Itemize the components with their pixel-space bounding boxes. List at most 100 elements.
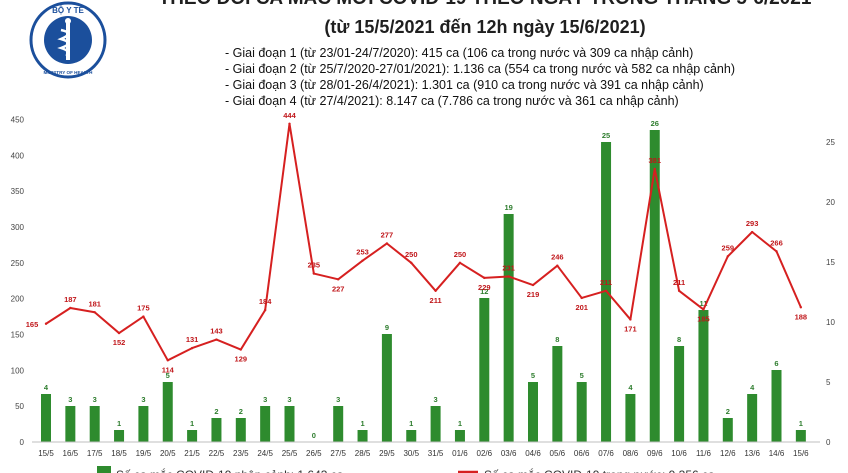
line-point <box>629 318 632 321</box>
line-value-label: 444 <box>283 111 296 120</box>
bar <box>503 214 514 442</box>
line-value-label: 181 <box>88 299 101 308</box>
right-axis-tick-label: 10 <box>826 318 835 327</box>
line-point <box>410 261 413 265</box>
bar <box>260 406 271 442</box>
line-value-label: 184 <box>259 297 272 306</box>
bar <box>576 382 587 442</box>
line-value-label: 231 <box>502 263 515 272</box>
bar-value-label: 1 <box>458 419 462 428</box>
x-tick-label: 16/5 <box>63 449 79 458</box>
x-tick-label: 11/6 <box>696 449 712 458</box>
bar <box>649 130 660 442</box>
bar <box>187 430 198 442</box>
x-tick-label: 15/6 <box>793 449 809 458</box>
bar-value-label: 25 <box>602 131 610 140</box>
line-value-label: 277 <box>381 230 394 239</box>
bar <box>357 430 368 442</box>
bar <box>211 418 222 442</box>
right-axis-tick-label: 0 <box>826 438 831 447</box>
bar-series-imported <box>41 130 806 442</box>
line-point <box>775 250 778 253</box>
line-point <box>458 261 462 265</box>
line-point <box>93 311 96 314</box>
bar-value-label: 2 <box>214 407 218 416</box>
bar-value-label: 1 <box>409 419 413 428</box>
line-point <box>44 322 48 325</box>
left-axis-tick-label: 150 <box>11 331 25 340</box>
bar <box>114 430 125 442</box>
left-axis-tick-label: 350 <box>11 187 25 196</box>
x-tick-label: 29/5 <box>379 449 395 458</box>
legend-line-label: Số ca mắc COVID-19 trong nước: 9.356 ca <box>484 467 715 473</box>
bar <box>430 406 441 442</box>
line-point <box>337 278 340 281</box>
bar-value-label: 2 <box>239 407 243 416</box>
bar-value-label: 1 <box>799 419 803 428</box>
bar-value-label: 3 <box>93 395 97 404</box>
x-tick-label: 17/5 <box>87 449 103 458</box>
line-point <box>556 264 559 267</box>
x-tick-label: 15/5 <box>38 449 54 458</box>
left-axis-tick-label: 300 <box>11 223 25 232</box>
right-axis-tick-label: 15 <box>826 258 835 267</box>
phase-3-summary: - Giai đoạn 3 (từ 28/01-26/4/2021): 1.30… <box>225 78 704 92</box>
bar-value-label: 4 <box>628 383 633 392</box>
line-value-label: 211 <box>673 278 685 287</box>
line-value-label: 266 <box>770 238 783 247</box>
line-point <box>142 315 145 318</box>
x-axis: 15/5 16/5 17/5 18/5 19/5 20/5 21/5 22/5 23/5 24/5… <box>32 441 820 458</box>
line-point <box>483 276 486 280</box>
bar <box>552 346 563 442</box>
line-point <box>361 259 364 262</box>
logo-text-top: BỘ Y TẾ <box>52 5 84 15</box>
bar <box>795 430 806 442</box>
line-value-label: 201 <box>575 303 588 312</box>
bar-value-label: 12 <box>480 287 488 296</box>
line-point <box>385 242 389 245</box>
bar-value-label: 26 <box>651 119 659 128</box>
bar <box>771 370 782 442</box>
bar-value-label: 1 <box>117 419 121 428</box>
bar <box>381 334 392 442</box>
line-value-label: 185 <box>697 314 710 323</box>
line-value-label: 250 <box>405 250 418 259</box>
bar-value-label: 19 <box>504 203 512 212</box>
line-value-label: 229 <box>478 283 491 292</box>
x-tick-label: 14/6 <box>769 449 785 458</box>
x-tick-label: 31/5 <box>428 449 444 458</box>
line-value-label: 259 <box>722 243 735 252</box>
left-axis-tick-label: 50 <box>15 402 24 411</box>
x-tick-label: 06/6 <box>574 449 590 458</box>
bar <box>698 310 709 442</box>
legend-bar-swatch <box>97 466 111 473</box>
line-point <box>434 289 437 292</box>
x-tick-label: 24/5 <box>257 449 273 458</box>
bar-value-label: 5 <box>580 371 584 380</box>
line-value-label: 219 <box>527 290 540 299</box>
line-value-label: 250 <box>454 250 467 259</box>
x-tick-label: 18/5 <box>111 449 127 458</box>
bar <box>333 406 344 442</box>
line-point <box>117 331 121 335</box>
line-point <box>190 346 194 350</box>
x-tick-label: 08/6 <box>623 449 639 458</box>
line-point <box>288 122 291 126</box>
phase-2-summary: - Giai đoạn 2 (từ 25/7/2020-27/01/2021):… <box>225 62 735 76</box>
x-tick-label: 22/5 <box>209 449 225 458</box>
bar <box>406 430 417 442</box>
bar-value-label: 9 <box>385 323 389 332</box>
bar-value-label: 3 <box>336 395 340 404</box>
line-point <box>604 289 608 292</box>
x-tick-label: 23/5 <box>233 449 249 458</box>
bar <box>674 346 685 442</box>
x-tick-label: 20/5 <box>160 449 176 458</box>
bar-value-label: 3 <box>263 395 267 404</box>
line-value-label: 129 <box>235 355 248 364</box>
legend: Số ca mắc COVID-19 nhập cảnh: 1.643 ca Số… <box>97 466 715 473</box>
line-point <box>726 255 729 258</box>
bar-value-label: 3 <box>141 395 145 404</box>
bar <box>284 406 295 442</box>
